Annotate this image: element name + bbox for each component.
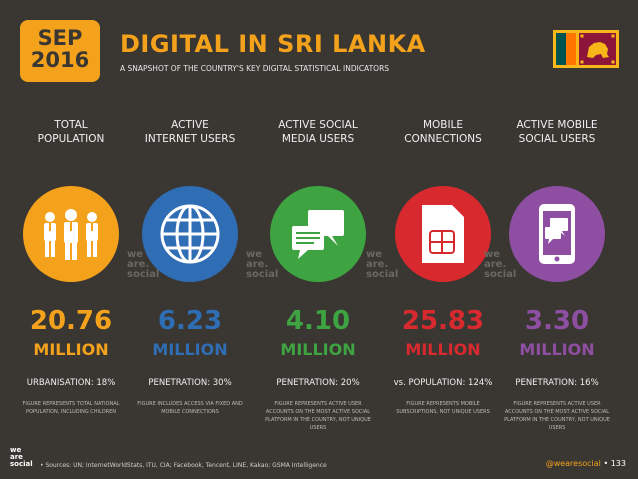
watermark-logo: we are. social (484, 249, 517, 280)
stat-label: TOTAL POPULATION (37, 119, 105, 145)
stat-secondary: PENETRATION: 20% (276, 378, 360, 388)
stat-label: ACTIVE INTERNET USERS (144, 119, 236, 145)
sim-card-icon (395, 186, 491, 282)
stat-secondary: PENETRATION: 30% (148, 378, 232, 388)
globe-icon (142, 186, 238, 282)
stat-unit: MILLION (152, 340, 228, 359)
stat-column-internet-users: ACTIVE INTERNET USERS 6.23 MILLION PENET… (131, 118, 249, 416)
stat-note: FIGURE REPRESENTS TOTAL NATIONAL POPULAT… (22, 401, 120, 415)
stat-label: MOBILE CONNECTIONS (404, 119, 482, 145)
chat-bubbles-icon (270, 186, 366, 282)
stat-column-mobile-connections: MOBILE CONNECTIONS 25.83 MILLION vs. POP… (384, 118, 502, 416)
footer-handle: @wearesocial • 133 (545, 459, 626, 468)
stat-value: 6.23 (157, 306, 223, 336)
stat-value: 20.76 (29, 306, 113, 336)
stat-unit: MILLION (280, 340, 356, 359)
stat-secondary: URBANISATION: 18% (26, 378, 116, 388)
date-badge: SEP 2016 (20, 20, 100, 82)
watermark-logo: we are. social (127, 249, 160, 280)
stat-note: FIGURE REPRESENTS ACTIVE USER ACCOUNTS O… (504, 401, 610, 431)
stat-column-social-media-users: ACTIVE SOCIAL MEDIA USERS 4.10 MILLION P… (259, 118, 377, 432)
mobile-chat-icon (509, 186, 605, 282)
date-month: SEP (37, 26, 83, 50)
stat-label: ACTIVE MOBILE SOCIAL USERS (516, 119, 598, 145)
stat-value: 25.83 (401, 306, 485, 336)
stat-value: 3.30 (524, 306, 590, 336)
people-icon (23, 186, 119, 282)
stat-secondary: PENETRATION: 16% (515, 378, 599, 388)
page-subtitle: A SNAPSHOT OF THE COUNTRY'S KEY DIGITAL … (120, 64, 390, 73)
stat-value: 4.10 (285, 306, 351, 336)
stat-unit: MILLION (519, 340, 595, 359)
we-are-social-logo: we are social (10, 446, 33, 468)
page-number: 133 (610, 459, 626, 468)
page-title: DIGITAL IN SRI LANKA (120, 30, 426, 58)
stat-unit: MILLION (33, 340, 109, 359)
stat-note: FIGURE REPRESENTS ACTIVE USER ACCOUNTS O… (265, 401, 371, 431)
stat-secondary: vs. POPULATION: 124% (393, 378, 493, 388)
stat-column-mobile-social-users: ACTIVE MOBILE SOCIAL USERS 3.30 MILLION … (498, 118, 616, 432)
sources-text: • Sources: UN; InternetWorldStats, ITU, … (40, 462, 327, 469)
stat-note: FIGURE REPRESENTS MOBILE SUBSCRIPTIONS, … (396, 401, 490, 415)
date-year: 2016 (30, 48, 90, 72)
watermark-logo: we are. social (246, 249, 279, 280)
watermark-logo: we are. social (366, 249, 399, 280)
stat-column-population: TOTAL POPULATION 20.76 MILLION URBANISAT… (12, 118, 130, 416)
sri-lanka-flag-icon (553, 30, 619, 68)
twitter-handle: @wearesocial (545, 459, 601, 468)
stat-unit: MILLION (405, 340, 481, 359)
stat-label: ACTIVE SOCIAL MEDIA USERS (278, 119, 358, 145)
stat-note: FIGURE INCLUDES ACCESS VIA FIXED AND MOB… (137, 401, 243, 415)
